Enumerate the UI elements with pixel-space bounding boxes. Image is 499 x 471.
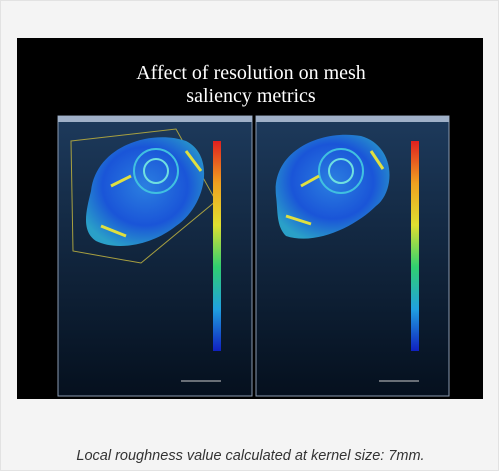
image-title: saliency metrics bbox=[186, 85, 316, 107]
figure-image: Affect of resolution on mesh saliency me… bbox=[1, 1, 499, 441]
caption: Local roughness value calculated at kern… bbox=[1, 448, 499, 464]
image-title: Affect of resolution on mesh bbox=[136, 62, 366, 84]
figure-frame: Affect of resolution on mesh saliency me… bbox=[0, 0, 499, 471]
left-panel bbox=[58, 116, 252, 396]
right-panel bbox=[256, 116, 449, 396]
